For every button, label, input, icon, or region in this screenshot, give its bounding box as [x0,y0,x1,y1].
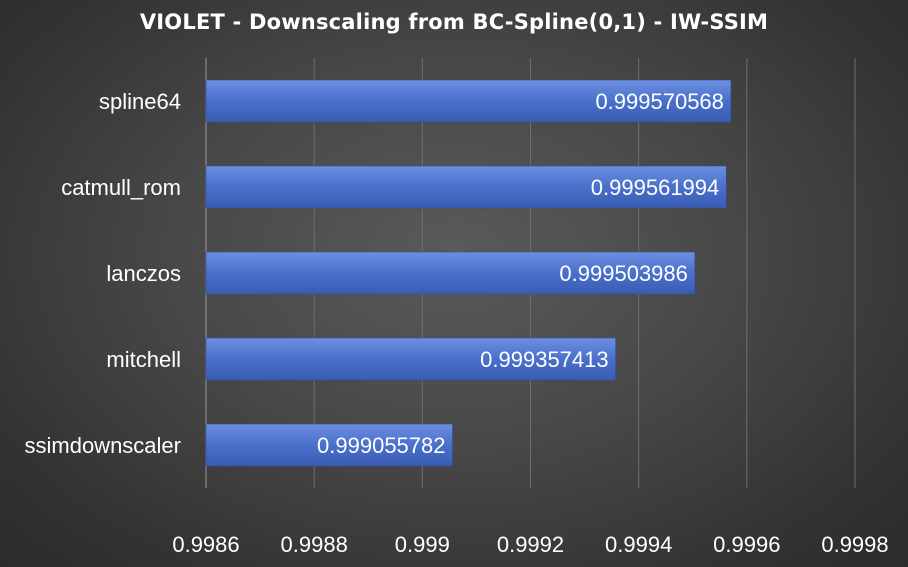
x-tick-label: 0.9994 [605,532,672,557]
category-label: catmull_rom [61,175,181,200]
category-label: ssimdownscaler [25,433,182,458]
data-label: 0.999570568 [595,89,723,114]
x-tick-label: 0.9992 [497,532,564,557]
x-tick-label: 0.9998 [821,532,888,557]
category-label: mitchell [106,347,181,372]
bar [205,423,453,467]
bar [205,337,616,381]
x-tick-label: 0.999 [395,532,450,557]
x-tick-label: 0.9986 [172,532,239,557]
x-tick-label: 0.9988 [281,532,348,557]
category-label: spline64 [99,89,181,114]
chart-title: VIOLET - Downscaling from BC-Spline(0,1)… [139,10,769,34]
bar [205,79,732,123]
data-label: 0.999503986 [559,261,687,286]
bar [205,251,696,295]
data-label: 0.999055782 [317,433,445,458]
bar [205,165,727,209]
data-label: 0.999357413 [480,347,608,372]
category-label: lanczos [106,261,181,286]
data-label: 0.999561994 [591,175,719,200]
x-tick-label: 0.9996 [713,532,780,557]
